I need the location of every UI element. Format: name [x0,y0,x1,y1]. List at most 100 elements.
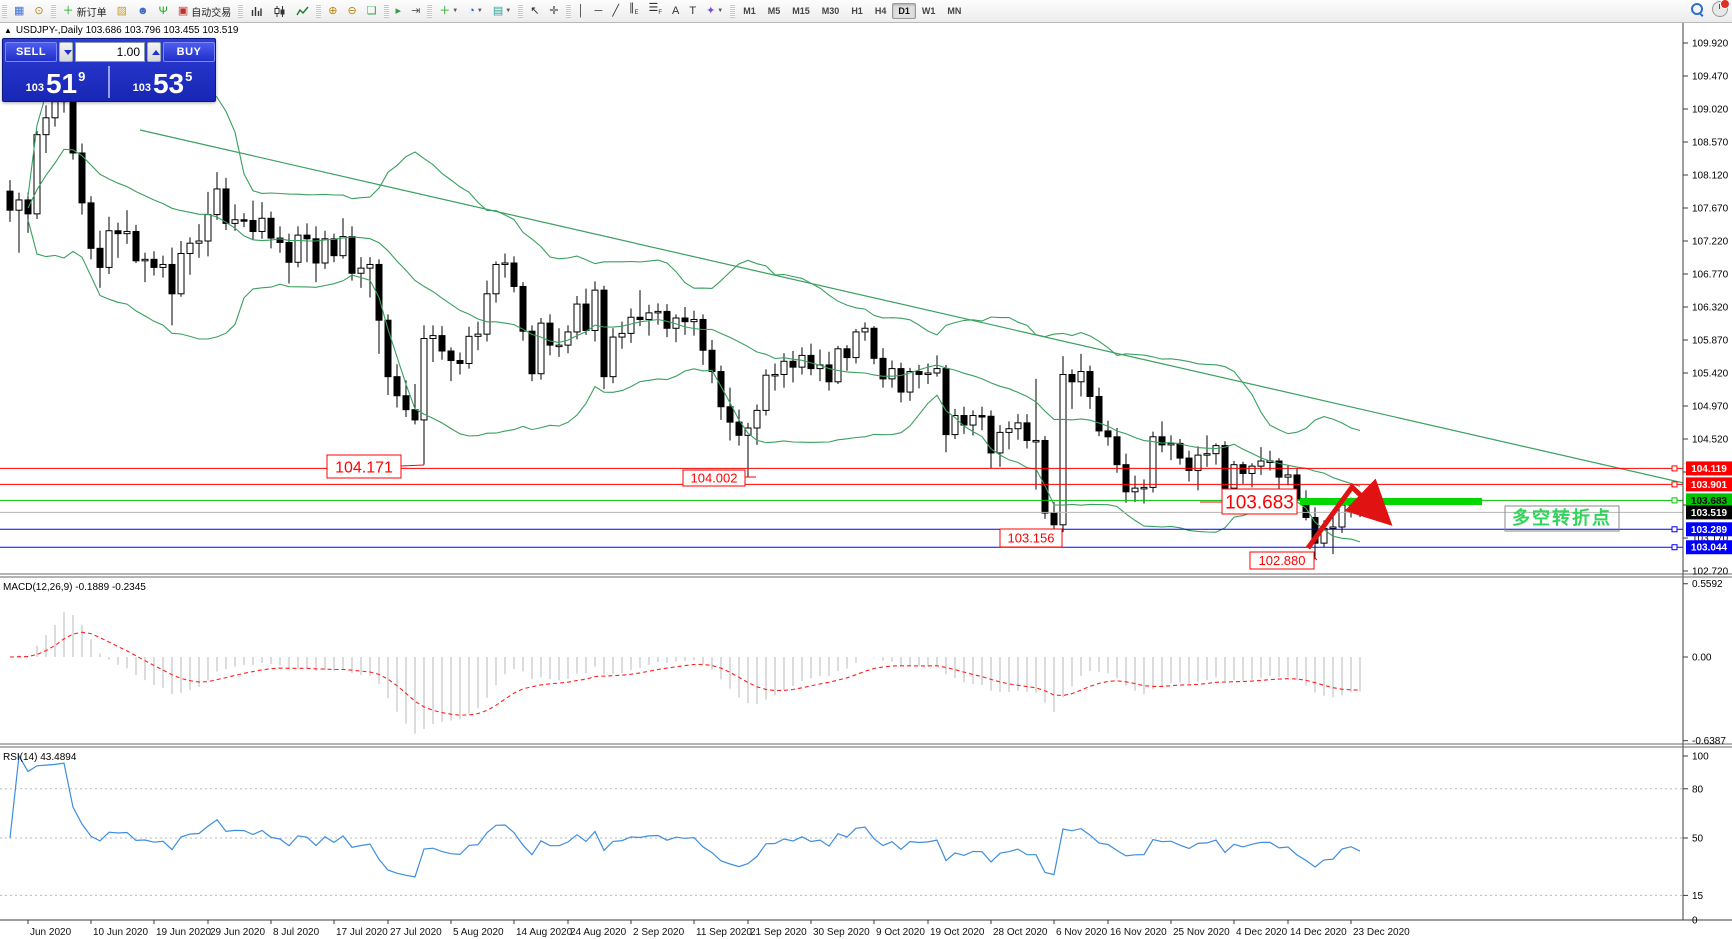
bid-prefix: 103 [25,82,44,94]
svg-text:107.220: 107.220 [1692,236,1729,247]
channel-icon[interactable]: ∥E [628,1,639,17]
date-axis-label: 14 Dec 2020 [1290,927,1347,938]
date-axis-label: 2 Sep 2020 [633,927,685,938]
date-axis-label: 27 Jul 2020 [390,927,442,938]
bid-sup: 9 [78,69,86,84]
timeframe-d1[interactable]: D1 [892,3,916,19]
candlestick-chart-icon[interactable] [269,1,290,21]
macd-label: MACD(12,26,9) -0.1889 -0.2345 [3,582,146,593]
ask-prefix: 103 [132,82,151,94]
svg-text:104.171: 104.171 [335,459,393,476]
timeframe-m30[interactable]: M30 [821,6,840,16]
toolbar-grip [316,4,322,18]
date-axis-label: 11 Sep 2020 [696,927,752,938]
toolbar: ▦ ⊙ ＋新订单 ▨ ☻ Ψ ▣ 自动交易 ⊕ ⊖ ❏ ▸ ⇥ ＋ ▼ ◔ ▼ ▤ ▼ ↖ ✛ │ ─ ╱ ∥E ☰F A T ✦ ▼ M1… [0,0,1732,23]
svg-text:103.683: 103.683 [1691,496,1728,507]
tile-windows-icon[interactable]: ❏ [366,4,377,17]
svg-text:104.970: 104.970 [1692,401,1729,412]
date-axis-label: 29 Jun 2020 [210,927,265,938]
svg-text:105.420: 105.420 [1692,368,1729,379]
date-axis-label: 25 Nov 2020 [1173,927,1230,938]
volume-increase-button[interactable] [147,42,161,62]
line-chart-icon[interactable] [292,1,313,21]
zoom-out-icon[interactable]: ⊖ [347,4,357,17]
date-axis-label: 5 Aug 2020 [453,927,504,938]
bid-price[interactable]: 103 51 9 [3,64,108,100]
new-chart-icon[interactable]: ▦ [14,4,25,17]
svg-text:50: 50 [1692,834,1704,845]
date-axis-label: 8 Jul 2020 [273,927,320,938]
chart-shift-icon[interactable]: ⇥ [411,4,421,17]
svg-text:0.00: 0.00 [1692,653,1712,664]
svg-text:104.119: 104.119 [1691,464,1727,475]
profile-icon[interactable]: ☻ [137,4,149,17]
auto-scroll-icon[interactable]: ▸ [395,4,402,17]
toolbar-buttons: ▦ ⊙ ＋新订单 ▨ ☻ Ψ ▣ 自动交易 ⊕ ⊖ ❏ ▸ ⇥ ＋ ▼ ◔ ▼ ▤ ▼ ↖ ✛ │ ─ ╱ ∥E ☰F A T ✦ ▼ M1… [0,0,967,22]
sell-button[interactable]: SELL [5,42,57,62]
svg-text:103.683: 103.683 [1225,492,1294,513]
templates-icon[interactable]: ▤ ▼ [492,4,512,17]
svg-text:104.002: 104.002 [691,471,738,486]
date-axis-label: 16 Nov 2020 [1110,927,1167,938]
expand-marker-icon[interactable]: ▲ [4,26,12,35]
toolbar-right [1691,0,1730,17]
new-order-button[interactable]: ＋新订单 [62,4,107,19]
timeframe-w1[interactable]: W1 [921,6,936,16]
notification-badge [1720,0,1730,9]
timeframe-m15[interactable]: M15 [792,6,810,16]
horizontal-line-icon[interactable]: ─ [594,4,603,17]
symbol-ohlc-text: USDJPY-,Daily 103.686 103.796 103.455 10… [15,25,239,36]
notifications-icon[interactable] [1712,0,1730,17]
timeframe-m1[interactable]: M1 [743,6,756,16]
fibonacci-icon[interactable]: ☰F [648,1,662,17]
svg-text:106.320: 106.320 [1692,302,1729,313]
timeframe-m5[interactable]: M5 [767,6,781,16]
volume-decrease-button[interactable] [59,42,73,62]
date-axis-label: 30 Sep 2020 [813,927,870,938]
crosshair-icon[interactable]: ✛ [549,4,559,17]
styler-icon[interactable]: ▨ [116,4,128,17]
price-separator [108,66,110,98]
svg-text:109.470: 109.470 [1692,71,1729,82]
ask-main: 53 [152,68,185,99]
ask-price[interactable]: 103 53 5 [110,64,215,100]
search-icon[interactable] [1691,2,1704,17]
toolbar-grip [50,4,56,18]
toolbar-grip [427,4,433,18]
date-axis-label: Jun 2020 [30,927,72,938]
signal-icon[interactable]: Ψ [158,4,168,17]
svg-text:105.870: 105.870 [1692,335,1729,346]
buy-button[interactable]: BUY [163,42,215,62]
date-axis-label: 6 Nov 2020 [1056,927,1108,938]
svg-text:-0.6387: -0.6387 [1692,736,1726,747]
svg-text:106.770: 106.770 [1692,269,1729,280]
date-axis-label: 23 Dec 2020 [1353,927,1410,938]
chart-preview-icon[interactable]: ⊙ [34,4,44,17]
indicators-icon[interactable]: ＋ ▼ [439,4,459,17]
svg-text:103.519: 103.519 [1691,508,1728,519]
autotrading-button[interactable]: ▣ 自动交易 [177,4,232,19]
trendline-icon[interactable]: ╱ [612,4,619,17]
vertical-line-icon[interactable]: │ [577,4,585,17]
svg-text:80: 80 [1692,784,1704,795]
text-label-icon[interactable]: T [689,4,697,17]
svg-text:104.520: 104.520 [1692,434,1729,445]
arrows-icon[interactable]: ✦ ▼ [706,4,724,17]
timeframe-h4[interactable]: H4 [874,6,887,16]
toolbar-grip [383,4,389,18]
date-axis-label: 9 Oct 2020 [876,927,925,938]
text-icon[interactable]: A [672,4,680,17]
svg-text:109.020: 109.020 [1692,104,1729,115]
date-axis-label: 19 Jun 2020 [156,927,211,938]
timeframe-mn[interactable]: MN [947,6,962,16]
zoom-in-icon[interactable]: ⊕ [328,4,338,17]
bar-chart-icon[interactable] [246,1,267,21]
timeframe-h1[interactable]: H1 [851,6,863,16]
cursor-icon[interactable]: ↖ [530,4,540,17]
svg-text:15: 15 [1692,891,1704,902]
periods-icon[interactable]: ◔ ▼ [468,4,483,17]
volume-input[interactable] [75,42,145,62]
